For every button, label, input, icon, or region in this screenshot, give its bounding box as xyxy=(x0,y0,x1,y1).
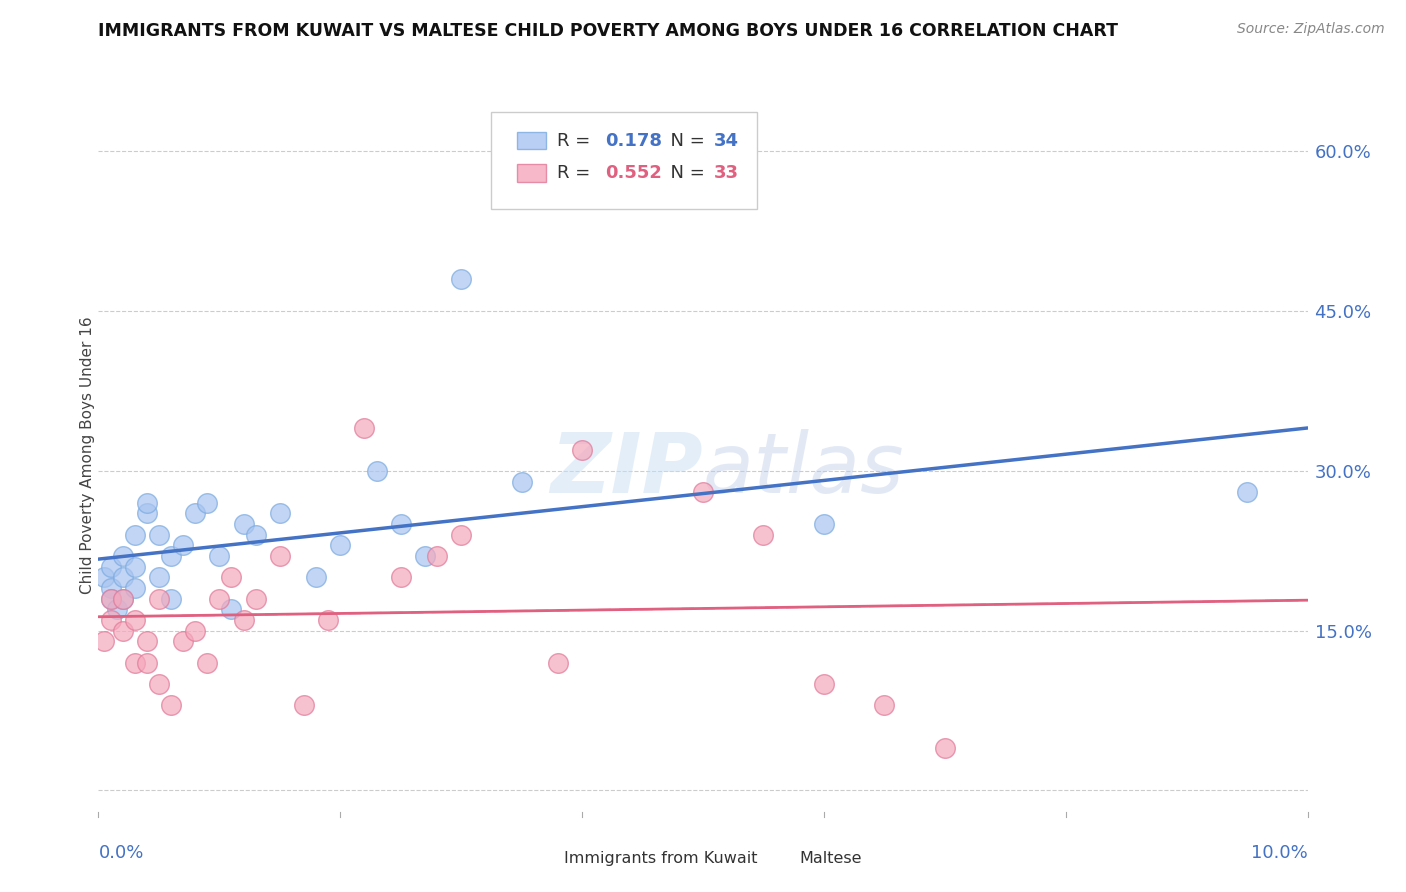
Text: R =: R = xyxy=(557,164,596,182)
Point xyxy=(148,528,170,542)
Point xyxy=(269,549,291,563)
Point xyxy=(547,656,569,670)
Point xyxy=(160,549,183,563)
Point xyxy=(93,634,115,648)
Point xyxy=(426,549,449,563)
Point xyxy=(160,698,183,713)
Point xyxy=(305,570,328,584)
Text: 0.0%: 0.0% xyxy=(98,844,143,862)
Point xyxy=(316,613,339,627)
Point xyxy=(413,549,436,563)
Point xyxy=(111,624,134,638)
Point xyxy=(195,656,218,670)
Point xyxy=(135,507,157,521)
Point xyxy=(160,591,183,606)
Point xyxy=(208,549,231,563)
Point xyxy=(571,442,593,457)
Point xyxy=(873,698,896,713)
Point xyxy=(353,421,375,435)
Point xyxy=(221,602,243,616)
Text: 10.0%: 10.0% xyxy=(1251,844,1308,862)
Point xyxy=(105,602,128,616)
Point xyxy=(510,475,533,489)
Point xyxy=(292,698,315,713)
Point xyxy=(389,517,412,532)
Point xyxy=(148,591,170,606)
FancyBboxPatch shape xyxy=(492,112,758,209)
Point xyxy=(172,634,194,648)
Point xyxy=(135,634,157,648)
Point xyxy=(100,591,122,606)
Text: Maltese: Maltese xyxy=(800,851,862,866)
Point xyxy=(111,591,134,606)
Point xyxy=(148,677,170,691)
Point xyxy=(195,496,218,510)
Text: N =: N = xyxy=(659,132,711,150)
Text: R =: R = xyxy=(557,132,596,150)
Point xyxy=(813,677,835,691)
Text: 34: 34 xyxy=(714,132,740,150)
Point xyxy=(111,570,134,584)
Point xyxy=(752,528,775,542)
Point xyxy=(111,549,134,563)
Point xyxy=(124,528,146,542)
Point xyxy=(934,740,956,755)
Text: IMMIGRANTS FROM KUWAIT VS MALTESE CHILD POVERTY AMONG BOYS UNDER 16 CORRELATION : IMMIGRANTS FROM KUWAIT VS MALTESE CHILD … xyxy=(98,22,1118,40)
Point xyxy=(124,559,146,574)
FancyBboxPatch shape xyxy=(517,164,546,182)
Point xyxy=(100,613,122,627)
Text: ZIP: ZIP xyxy=(550,429,703,509)
Text: N =: N = xyxy=(659,164,711,182)
Point xyxy=(172,538,194,552)
FancyBboxPatch shape xyxy=(768,852,794,867)
Text: Immigrants from Kuwait: Immigrants from Kuwait xyxy=(564,851,758,866)
FancyBboxPatch shape xyxy=(517,132,546,150)
Point xyxy=(100,581,122,595)
Text: atlas: atlas xyxy=(703,429,904,509)
Text: Source: ZipAtlas.com: Source: ZipAtlas.com xyxy=(1237,22,1385,37)
Point xyxy=(245,528,267,542)
Point xyxy=(135,496,157,510)
Point xyxy=(135,656,157,670)
Point xyxy=(93,570,115,584)
Point xyxy=(124,613,146,627)
FancyBboxPatch shape xyxy=(533,852,560,867)
Point xyxy=(232,613,254,627)
Point xyxy=(692,485,714,500)
Point xyxy=(450,528,472,542)
Point xyxy=(232,517,254,532)
Text: 0.552: 0.552 xyxy=(605,164,662,182)
Point xyxy=(221,570,243,584)
Point xyxy=(389,570,412,584)
Point xyxy=(124,581,146,595)
Point xyxy=(184,507,207,521)
Point xyxy=(450,272,472,286)
Y-axis label: Child Poverty Among Boys Under 16: Child Poverty Among Boys Under 16 xyxy=(80,316,94,594)
Point xyxy=(269,507,291,521)
Point xyxy=(366,464,388,478)
Point xyxy=(208,591,231,606)
Point xyxy=(329,538,352,552)
Point xyxy=(148,570,170,584)
Point xyxy=(813,517,835,532)
Text: 33: 33 xyxy=(714,164,740,182)
Point xyxy=(1236,485,1258,500)
Point xyxy=(124,656,146,670)
Point xyxy=(184,624,207,638)
Text: 0.178: 0.178 xyxy=(605,132,662,150)
Point xyxy=(100,559,122,574)
Point xyxy=(245,591,267,606)
Point xyxy=(100,591,122,606)
Point xyxy=(111,591,134,606)
